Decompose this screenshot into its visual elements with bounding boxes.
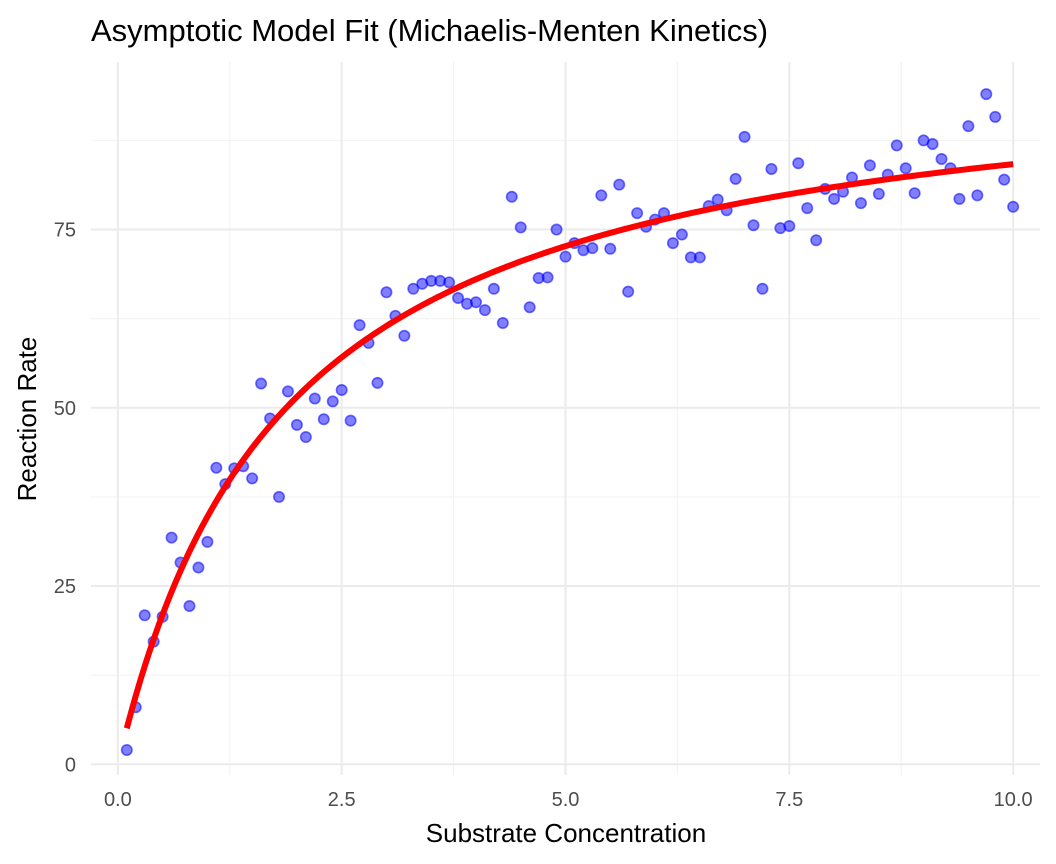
- data-point-72: [765, 162, 778, 175]
- data-point-32: [407, 282, 420, 295]
- fit-curve: [123, 161, 1014, 730]
- data-point-29: [380, 286, 393, 299]
- data-point-68: [729, 172, 742, 185]
- data-point-43: [505, 190, 518, 203]
- data-point-0: [120, 744, 133, 757]
- data-point-99: [1007, 200, 1020, 213]
- data-point-97: [989, 110, 1002, 123]
- y-tick-label-1: 25: [54, 576, 76, 598]
- data-point-45: [523, 301, 536, 314]
- y-tick-label-3: 75: [54, 220, 76, 242]
- data-point-56: [622, 285, 635, 298]
- fit-curve-group: [123, 161, 1014, 730]
- data-point-5: [165, 531, 178, 544]
- data-point-7: [183, 600, 196, 613]
- data-point-96: [980, 88, 993, 101]
- y-tick-label-0: 0: [65, 754, 76, 776]
- data-point-53: [595, 189, 608, 202]
- data-point-93: [953, 192, 966, 205]
- data-point-47: [541, 271, 554, 284]
- data-point-86: [890, 139, 903, 152]
- x-tick-label-4: 10.0: [994, 789, 1033, 811]
- data-point-23: [326, 395, 339, 408]
- data-point-71: [756, 282, 769, 295]
- plot-grid: [91, 62, 1040, 775]
- data-point-28: [371, 376, 384, 389]
- data-point-70: [747, 219, 760, 232]
- data-point-55: [613, 178, 626, 191]
- data-point-84: [872, 187, 885, 200]
- x-tick-label-1: 2.5: [328, 789, 356, 811]
- data-point-31: [398, 329, 411, 342]
- data-point-26: [353, 319, 366, 332]
- data-point-82: [854, 197, 867, 210]
- data-point-39: [469, 296, 482, 309]
- data-point-48: [550, 223, 563, 236]
- data-point-98: [998, 173, 1011, 186]
- data-point-83: [863, 159, 876, 172]
- data-point-37: [452, 291, 465, 304]
- data-point-77: [810, 234, 823, 247]
- data-point-8: [192, 561, 205, 574]
- data-point-42: [496, 316, 509, 329]
- data-point-87: [899, 162, 912, 175]
- axis-ticks: 0.0 2.5 5.0 7.5 10.0 0 25 50 75: [54, 220, 1033, 811]
- data-point-64: [693, 251, 706, 264]
- data-point-2: [138, 609, 151, 622]
- data-point-79: [828, 192, 841, 205]
- data-point-62: [675, 228, 688, 241]
- data-point-15: [255, 377, 268, 390]
- data-point-21: [308, 392, 321, 405]
- data-point-94: [962, 120, 975, 133]
- data-point-22: [317, 413, 330, 426]
- chart-title: Asymptotic Model Fit (Michaelis-Menten K…: [91, 13, 768, 48]
- y-tick-label-2: 50: [54, 398, 76, 420]
- data-point-69: [738, 130, 751, 143]
- data-points: [120, 88, 1020, 757]
- data-point-24: [335, 383, 348, 396]
- data-point-40: [478, 304, 491, 317]
- y-axis-label: Reaction Rate: [12, 337, 42, 502]
- data-point-41: [487, 282, 500, 295]
- data-point-19: [290, 418, 303, 431]
- data-point-61: [666, 237, 679, 250]
- data-point-74: [783, 219, 796, 232]
- data-point-17: [273, 490, 286, 503]
- x-tick-label-0: 0.0: [104, 789, 132, 811]
- data-point-95: [971, 189, 984, 202]
- data-point-54: [604, 242, 617, 255]
- data-point-49: [559, 250, 572, 263]
- data-point-90: [926, 138, 939, 151]
- data-point-14: [246, 472, 259, 485]
- data-point-10: [210, 461, 223, 474]
- data-point-88: [908, 187, 921, 200]
- data-point-76: [801, 202, 814, 215]
- data-point-66: [711, 193, 724, 206]
- data-point-44: [514, 221, 527, 234]
- x-axis-label: Substrate Concentration: [426, 818, 706, 848]
- data-point-52: [586, 242, 599, 255]
- data-point-36: [443, 276, 456, 289]
- data-point-18: [281, 385, 294, 398]
- data-point-25: [344, 414, 357, 427]
- data-point-57: [631, 207, 644, 220]
- x-tick-label-2: 5.0: [552, 789, 580, 811]
- data-point-75: [792, 157, 805, 170]
- data-point-91: [935, 152, 948, 165]
- data-point-9: [201, 535, 214, 548]
- data-point-20: [299, 431, 312, 444]
- x-tick-label-3: 7.5: [775, 789, 803, 811]
